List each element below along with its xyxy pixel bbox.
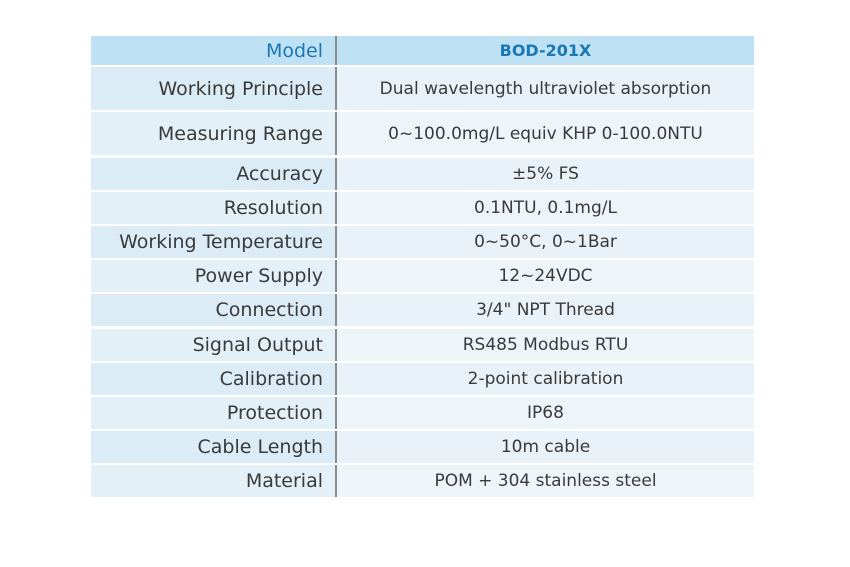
row-value: POM + 304 stainless steel	[337, 465, 754, 498]
row-label: Measuring Range	[91, 112, 337, 156]
row-value: 12~24VDC	[337, 260, 754, 293]
table-row: Calibration 2-point calibration	[91, 362, 754, 395]
row-label: Resolution	[91, 191, 337, 224]
table-row: Connection 3/4" NPT Thread	[91, 294, 754, 327]
table-row: Working Principle Dual wavelength ultrav…	[91, 67, 754, 111]
row-value: RS485 Modbus RTU	[337, 328, 754, 361]
row-label: Protection	[91, 396, 337, 429]
table-row: Power Supply 12~24VDC	[91, 260, 754, 293]
header-value: BOD-201X	[337, 36, 754, 65]
row-label: Material	[91, 465, 337, 498]
row-value: 0~100.0mg/L equiv KHP 0-100.0NTU	[337, 112, 754, 156]
table-row: Accuracy ±5% FS	[91, 157, 754, 190]
table-row: Signal Output RS485 Modbus RTU	[91, 328, 754, 361]
row-label: Working Principle	[91, 67, 337, 111]
table-row: Resolution 0.1NTU, 0.1mg/L	[91, 191, 754, 224]
table-row: Working Temperature 0~50°C, 0~1Bar	[91, 225, 754, 258]
row-value: IP68	[337, 396, 754, 429]
row-value: 3/4" NPT Thread	[337, 294, 754, 327]
row-label: Cable Length	[91, 431, 337, 464]
table-row: Measuring Range 0~100.0mg/L equiv KHP 0-…	[91, 112, 754, 156]
table-row: Protection IP68	[91, 396, 754, 429]
row-label: Connection	[91, 294, 337, 327]
row-value: 0.1NTU, 0.1mg/L	[337, 191, 754, 224]
row-value: Dual wavelength ultraviolet absorption	[337, 67, 754, 111]
table-row: Cable Length 10m cable	[91, 431, 754, 464]
row-label: Power Supply	[91, 260, 337, 293]
row-value: 0~50°C, 0~1Bar	[337, 225, 754, 258]
row-value: ±5% FS	[337, 157, 754, 190]
spec-table: Model BOD-201X Working Principle Dual wa…	[91, 36, 754, 499]
row-value: 10m cable	[337, 431, 754, 464]
row-label: Calibration	[91, 362, 337, 395]
row-value: 2-point calibration	[337, 362, 754, 395]
table-row: Material POM + 304 stainless steel	[91, 465, 754, 498]
header-label: Model	[91, 36, 337, 65]
row-label: Accuracy	[91, 157, 337, 190]
table-header-row: Model BOD-201X	[91, 36, 754, 65]
row-label: Working Temperature	[91, 225, 337, 258]
row-label: Signal Output	[91, 328, 337, 361]
